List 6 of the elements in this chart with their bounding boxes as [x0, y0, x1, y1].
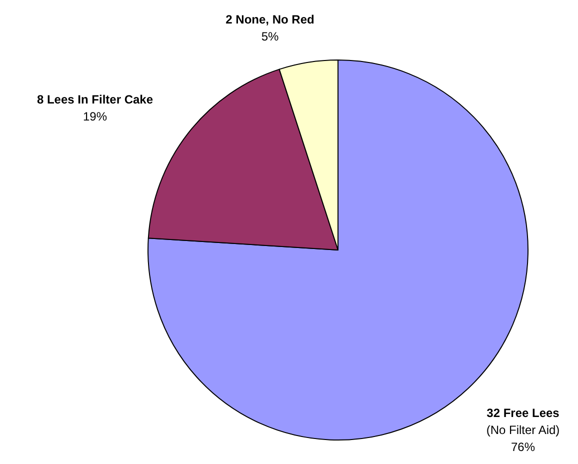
data-label: 5% — [261, 30, 279, 44]
slice-label: 8 Lees In Filter Cake — [36, 92, 154, 106]
slice-label: 32 Free Lees (No Filter Aid) — [486, 406, 560, 437]
data-label: 19% — [82, 110, 108, 124]
data-label: 76% — [510, 440, 536, 454]
slice-label: 2 None, No Red — [226, 12, 314, 26]
